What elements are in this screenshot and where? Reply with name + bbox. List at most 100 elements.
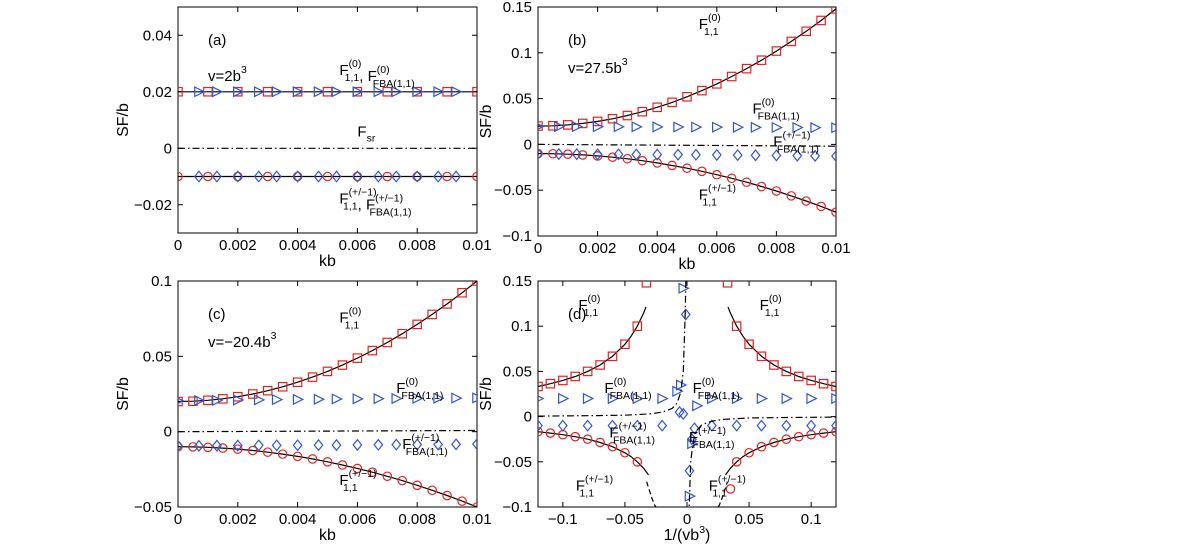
data-point-Fpm_FBA_pts bbox=[731, 419, 742, 432]
data-point-Fpm_FBA bbox=[373, 438, 384, 451]
data-point-F0_11 bbox=[711, 79, 722, 89]
data-point-F0_FBA bbox=[292, 393, 305, 406]
curve-annotation: F(0) FBA(1,1) bbox=[693, 376, 740, 402]
series-group bbox=[538, 7, 836, 217]
x-axis-label: 1/(vb3) bbox=[664, 524, 711, 544]
y-tick-label: 0.05 bbox=[503, 91, 532, 108]
data-point-F0_11 bbox=[367, 345, 378, 356]
data-point-Fpm_11 bbox=[307, 454, 318, 464]
series-line-Fpm_11_left_tail bbox=[646, 481, 657, 507]
data-point-F0_FBA bbox=[412, 392, 424, 405]
data-point-Fpm_FBA bbox=[331, 170, 342, 183]
data-point-F0_FBA bbox=[673, 121, 685, 133]
data-point-F0_FBA bbox=[792, 121, 804, 134]
data-point-Fpm_FBA_pts bbox=[632, 419, 643, 432]
data-point-F0_FBA bbox=[373, 86, 385, 98]
data-point-Fpm_FBA bbox=[178, 439, 183, 453]
x-tick-label: 0 bbox=[534, 240, 542, 257]
data-point-Fpm_FBA bbox=[412, 170, 423, 183]
data-point-Fpm_FBA bbox=[373, 170, 384, 183]
data-point-F0_FBA bbox=[212, 394, 224, 406]
data-point-F0_FBA_pts bbox=[781, 392, 793, 405]
data-point-Fpm_FBA bbox=[193, 439, 204, 452]
data-point-F0_FBA bbox=[313, 86, 326, 98]
data-point-Fpm_FBA_pts bbox=[680, 308, 691, 321]
data-point-Fpm_11 bbox=[352, 463, 363, 474]
data-point-F0_11 bbox=[442, 299, 452, 309]
data-point-Fpm_11 bbox=[262, 447, 273, 457]
panel-a: 0 0.002 0.004 0.006 0.008 0.01 −0.02 0 0.02 0.04 k… bbox=[115, 6, 492, 270]
data-point-Fpm_FBA bbox=[391, 170, 402, 183]
y-tick-label: −0.1 bbox=[502, 499, 532, 516]
data-point-F0_11_left_pts bbox=[641, 281, 652, 288]
data-point-Fpm_FBA bbox=[412, 438, 423, 451]
data-point-Fpm_11 bbox=[367, 467, 378, 477]
y-tick-label: 0 bbox=[164, 424, 172, 441]
x-tick-label: 0.002 bbox=[219, 511, 257, 528]
data-point-Fpm_FBA bbox=[571, 148, 582, 161]
panel-label: (c) bbox=[208, 306, 226, 323]
data-point-Fpm_FBA bbox=[352, 170, 363, 183]
data-point-Fpm_FBA bbox=[472, 438, 477, 451]
data-point-F0_FBA bbox=[412, 86, 424, 98]
data-point-Fpm_11 bbox=[801, 196, 811, 206]
data-point-F0_11_right_pts bbox=[806, 375, 816, 386]
data-point-F0_11 bbox=[682, 91, 692, 102]
data-point-F0_FBA bbox=[771, 121, 783, 134]
data-point-F0_FBA bbox=[233, 394, 245, 406]
data-point-F0_11 bbox=[667, 97, 677, 108]
data-point-F0_FBA_pts bbox=[632, 392, 644, 405]
data-point-Fpm_FBA_pts bbox=[538, 419, 543, 432]
x-tick-label: 0 bbox=[174, 237, 182, 254]
data-point-Fpm_11 bbox=[831, 207, 836, 217]
data-point-F0_FBA_pts bbox=[687, 438, 699, 450]
y-tick-label: −0.05 bbox=[494, 454, 532, 471]
x-tick-label: −0.1 bbox=[548, 511, 578, 528]
data-point-Fpm_11_left_pts bbox=[570, 431, 581, 442]
data-point-F0_11_right_pts bbox=[818, 378, 829, 389]
series-line-Fpm_11 bbox=[178, 446, 477, 507]
data-point-F0_11_left_pts bbox=[607, 351, 618, 362]
series-group bbox=[538, 281, 836, 507]
data-point-F0_FBA bbox=[538, 123, 545, 130]
curve-annotation: F(+/−1) FBA(1,1) bbox=[773, 130, 819, 156]
data-point-Fpm_FBA bbox=[538, 147, 543, 161]
data-point-F0_FBA bbox=[613, 121, 626, 133]
series-line-F0_11 bbox=[178, 281, 477, 403]
curve-annotation: F(+/−1) 1,1 bbox=[576, 474, 613, 500]
data-point-F0_FBA bbox=[451, 86, 463, 98]
panel-label: (d) bbox=[568, 306, 586, 323]
data-point-Fpm_FBA bbox=[232, 170, 243, 183]
data-point-F0_11 bbox=[457, 287, 467, 298]
data-point-Fpm_11_right_pts bbox=[731, 456, 742, 467]
data-point-F0_11_left_pts bbox=[582, 366, 593, 377]
data-point-Fpm_FBA bbox=[592, 148, 603, 161]
data-point-Fpm_FBA_pts bbox=[756, 419, 767, 432]
panel-label: (a) bbox=[208, 32, 226, 49]
curve-annotation: F(+/−1) 1,1 bbox=[339, 468, 376, 494]
data-point-Fpm_FBA bbox=[193, 170, 204, 183]
series-line-Fsr bbox=[178, 429, 477, 433]
y-tick-label: 0.05 bbox=[143, 348, 172, 365]
data-point-F0_11 bbox=[548, 121, 558, 131]
panel-label: (b) bbox=[568, 32, 586, 49]
series-line-F0_11_right bbox=[727, 306, 836, 388]
data-point-Fpm_FBA bbox=[673, 148, 684, 161]
data-point-F0_FBA bbox=[433, 86, 445, 98]
data-point-Fpm_FBA bbox=[771, 149, 782, 162]
data-point-F0_11 bbox=[637, 106, 648, 117]
data-point-F0_11_right_pts bbox=[744, 339, 754, 350]
x-tick-label: 0.1 bbox=[801, 511, 822, 528]
data-point-F0_FBA_pts bbox=[756, 392, 769, 405]
data-point-F0_11_left_pts bbox=[538, 381, 543, 392]
data-point-F0_11_right_pts bbox=[722, 281, 733, 288]
y-tick-label: 0 bbox=[524, 136, 532, 153]
data-point-Fpm_11_right_pts bbox=[769, 437, 779, 448]
data-point-F0_11_right_pts bbox=[731, 321, 742, 331]
data-point-F0_FBA bbox=[194, 86, 206, 98]
x-axis-label: kb bbox=[319, 527, 336, 544]
data-point-Fpm_FBA bbox=[792, 149, 803, 162]
data-point-F0_FBA bbox=[271, 393, 284, 406]
curve-annotation: F(+/−1) FBA(1,1) bbox=[402, 432, 448, 458]
curve-annotation: F(0) 1,1 bbox=[339, 305, 361, 331]
